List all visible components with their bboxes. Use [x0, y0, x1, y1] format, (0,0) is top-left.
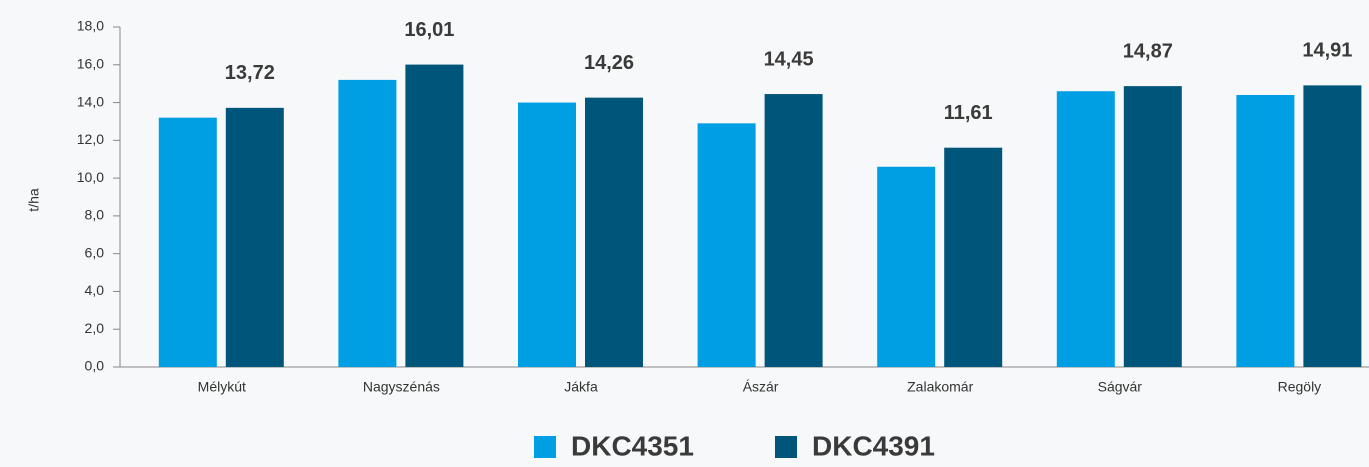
- data-label: 13,72: [225, 62, 275, 84]
- bar: [405, 64, 464, 367]
- bar: [338, 79, 397, 367]
- x-tick-label: Ászár: [743, 379, 779, 395]
- x-tick-label: Ságvár: [1098, 379, 1143, 395]
- legend-swatch: [534, 436, 556, 458]
- legend-swatch: [775, 436, 797, 458]
- y-tick-label: 16,0: [77, 55, 104, 71]
- x-tick-label: Regöly: [1278, 379, 1322, 395]
- bar: [585, 97, 643, 368]
- bar: [225, 107, 284, 367]
- y-tick-label: 0,0: [85, 358, 105, 374]
- bar: [1303, 85, 1362, 367]
- bar: [764, 94, 823, 368]
- data-label: 11,61: [944, 102, 993, 124]
- bar: [944, 147, 1003, 367]
- bar: [1056, 91, 1115, 367]
- bar: [1123, 86, 1182, 367]
- legend-label: DKC4391: [812, 430, 935, 461]
- y-axis-label: t/ha: [26, 188, 42, 212]
- data-label: 14,91: [1302, 40, 1352, 62]
- y-tick-label: 6,0: [85, 244, 105, 260]
- data-label: 14,45: [764, 48, 814, 70]
- x-tick-label: Nagyszénás: [363, 379, 440, 395]
- x-tick-label: Zalakomár: [907, 379, 973, 395]
- y-tick-label: 14,0: [77, 93, 104, 109]
- bar: [697, 123, 756, 367]
- y-tick-label: 18,0: [77, 18, 104, 34]
- y-tick-label: 2,0: [85, 320, 105, 336]
- y-tick-label: 8,0: [85, 207, 105, 223]
- y-tick-label: 12,0: [77, 131, 104, 147]
- data-label: 16,01: [404, 19, 454, 41]
- bar: [158, 117, 217, 368]
- x-tick-label: Jákfa: [564, 379, 598, 395]
- y-tick-label: 10,0: [77, 169, 104, 185]
- legend-label: DKC4351: [571, 430, 694, 461]
- x-tick-label: Mélykút: [198, 379, 246, 395]
- y-tick-label: 4,0: [85, 282, 105, 298]
- bar: [518, 102, 576, 368]
- data-label: 14,87: [1123, 40, 1173, 62]
- bar: [877, 166, 936, 367]
- bar: [1236, 95, 1295, 367]
- data-label: 14,26: [584, 52, 634, 74]
